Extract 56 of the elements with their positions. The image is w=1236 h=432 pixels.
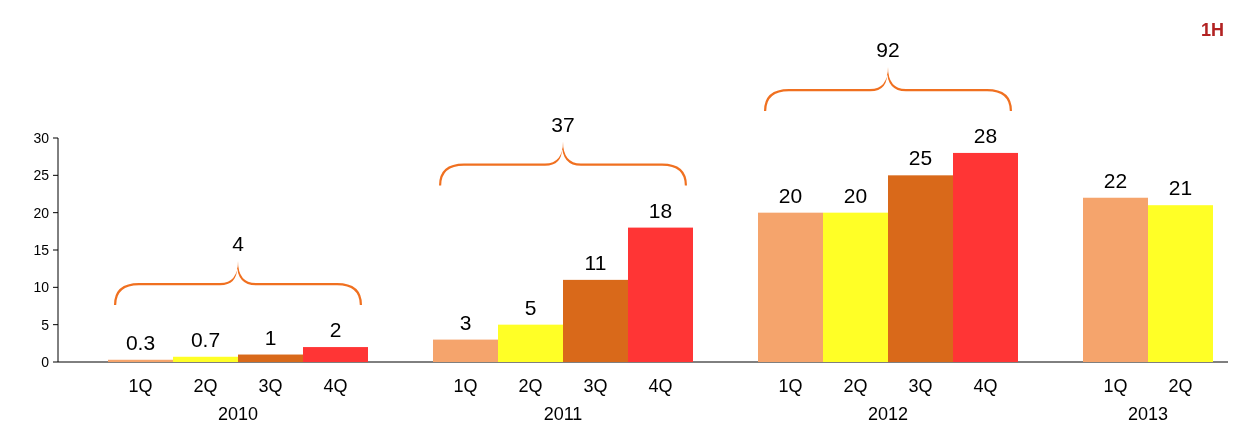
data-label: 5 [524,295,537,319]
x-tick-label: 4Q [648,376,673,396]
x-tick-label: 4Q [323,376,348,396]
x-tick-label: 1Q [1103,376,1128,396]
data-label: 20 [778,183,803,207]
x-tick-label: 3Q [583,376,608,396]
data-label: 1 [264,325,277,349]
annotation: 4 [232,232,245,256]
x-tick-label: 4Q [973,376,998,396]
x-tick-label: 2Q [843,376,868,396]
data-label: 28 [973,123,998,147]
bar [173,356,238,362]
bar [238,354,303,362]
y-tick-label: 25 [33,167,50,184]
x-tick-label: 1Q [778,376,803,396]
x-tick-label: 1Q [128,376,153,396]
bar [888,175,953,362]
bar [953,152,1018,362]
bar [1148,205,1213,362]
bar [433,339,498,362]
x-tick-label: 2Q [518,376,543,396]
y-tick-label: 10 [33,279,50,296]
x-tick-label: 2Q [1168,376,1193,396]
y-tick-label: 30 [33,129,50,146]
bar [303,347,368,362]
text: 1H [1200,20,1224,40]
text: 37 [551,112,575,136]
x-tick-label: 1Q [453,376,478,396]
x-tick-label: 2Q [193,376,218,396]
data-label: 0.3 [125,330,156,354]
bar [498,324,563,362]
bar [628,227,693,362]
y-tick-label: 0 [41,353,50,370]
x-tick-label: 3Q [908,376,933,396]
bar [823,212,888,362]
y-tick-label: 5 [41,316,50,333]
data-label: 25 [908,146,933,170]
data-label: 22 [1103,168,1128,192]
data-label: 2 [329,318,342,342]
x-tick-label: 3Q [258,376,283,396]
text: 92 [876,37,900,61]
data-label: 11 [584,250,607,274]
bar [758,212,823,362]
data-label: 3 [459,310,472,334]
y-tick-label: 20 [33,204,50,221]
text: 2010 [217,404,259,424]
bar [1083,197,1148,362]
data-label: 18 [648,198,673,222]
data-label: 21 [1168,176,1193,200]
bar [563,279,628,362]
y-tick-label: 15 [33,241,50,258]
text: 2013 [1127,404,1169,424]
data-label: 20 [843,183,868,207]
text: 2011 [543,404,583,424]
text: 2012 [867,404,909,424]
data-label: 0.7 [190,327,221,351]
